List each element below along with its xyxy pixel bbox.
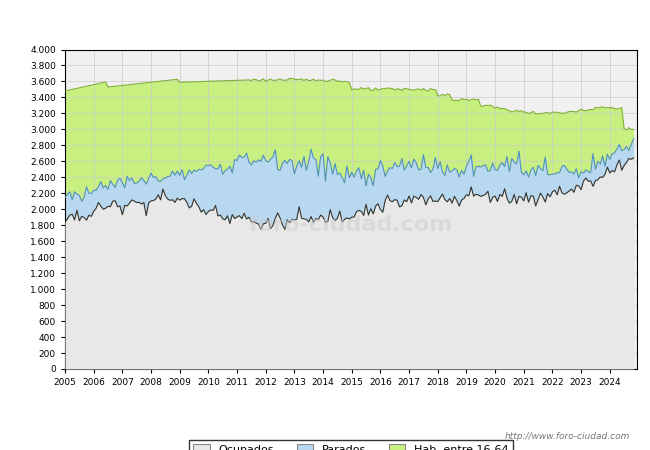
Text: http://www.foro-ciudad.com: http://www.foro-ciudad.com [505,432,630,441]
Text: foro-ciudad.com: foro-ciudad.com [249,215,453,235]
Legend: Ocupados, Parados, Hab. entre 16-64: Ocupados, Parados, Hab. entre 16-64 [188,440,514,450]
Text: Peñafiel - Evolucion de la poblacion en edad de Trabajar Noviembre de 2024: Peñafiel - Evolucion de la poblacion en … [85,14,565,27]
